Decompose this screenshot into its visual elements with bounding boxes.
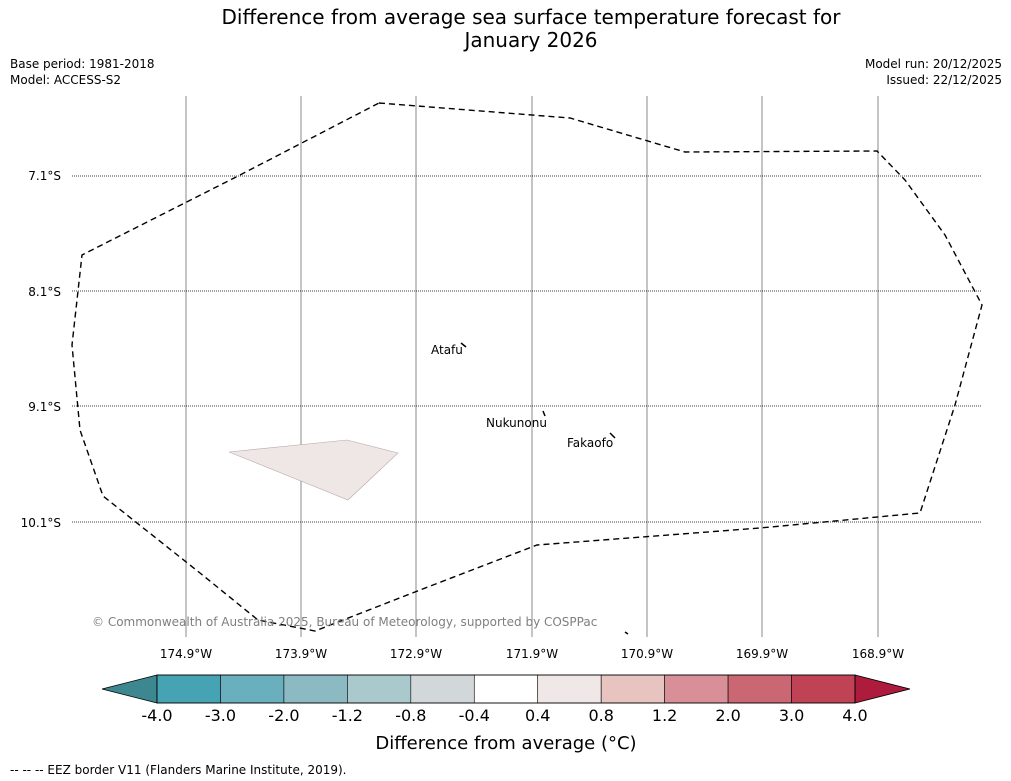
colorbar-bin-9	[727, 674, 792, 704]
colorbar-bin-3	[347, 674, 412, 704]
colorbar-bin-1	[220, 674, 285, 704]
eez-legend-note: -- -- -- EEZ border V11 (Flanders Marine…	[10, 763, 347, 777]
colorbar-outline	[156, 674, 856, 704]
map-panel: Atafu Nukunonu Fakaofo 7.1°S 8.1°S 9.1°S…	[21, 96, 983, 661]
colorbar-tick-label: 0.8	[588, 706, 613, 725]
lon-label-171-9: 171.9°W	[506, 647, 558, 661]
colorbar-bin-6	[537, 674, 602, 704]
colorbar-bin-5	[473, 674, 539, 704]
colorbar-title: Difference from average (°C)	[375, 733, 636, 754]
small-island	[624, 631, 629, 635]
lon-label-170-9: 170.9°W	[621, 647, 673, 661]
colorbar-bin-0	[156, 674, 221, 704]
lon-label-173-9: 173.9°W	[275, 647, 327, 661]
atafu-island	[460, 342, 467, 348]
lat-label-9-1: 9.1°S	[28, 400, 61, 414]
lat-label-10-1: 10.1°S	[21, 516, 61, 530]
colorbar-bin-4	[410, 674, 475, 704]
lat-label-7-1: 7.1°S	[28, 169, 61, 183]
colorbar-tick-label: 0.4	[525, 706, 550, 725]
colorbar-tick-label: 3.0	[779, 706, 804, 725]
colorbar-tick-label: -0.8	[395, 706, 426, 725]
parallel-lines	[72, 175, 982, 523]
lon-label-174-9: 174.9°W	[160, 647, 212, 661]
nukunonu-island	[542, 410, 546, 417]
fakaofo-island	[609, 432, 616, 439]
issued-text: Issued: 22/12/2025	[886, 73, 1002, 87]
colorbar-over-triangle	[854, 674, 911, 704]
colorbar-tick-label: -2.0	[268, 706, 299, 725]
anomaly-shaded-region	[228, 439, 399, 501]
colorbar-tick-label: -4.0	[141, 706, 172, 725]
colorbar-tick-label: -3.0	[205, 706, 236, 725]
lon-label-172-9: 172.9°W	[390, 647, 442, 661]
colorbar: -4.0 -3.0 -2.0 -1.2 -0.8 -0.4 0.4 0.8 1.2 2.0 3.0 4…	[101, 674, 911, 754]
colorbar-tick-labels: -4.0 -3.0 -2.0 -1.2 -0.8 -0.4 0.4 0.8 1.2 2.0 3.0 4…	[141, 706, 867, 725]
colorbar-tick-label: 1.2	[652, 706, 677, 725]
copyright-text: © Commonwealth of Australia 2025, Bureau…	[92, 615, 597, 629]
colorbar-bin-2	[283, 674, 348, 704]
colorbar-tick-label: -0.4	[459, 706, 490, 725]
colorbar-under-triangle	[101, 674, 158, 704]
place-label-atafu: Atafu	[431, 343, 463, 357]
place-label-fakaofo: Fakaofo	[567, 436, 613, 450]
colorbar-tick-label: 2.0	[715, 706, 740, 725]
place-label-nukunonu: Nukunonu	[486, 416, 547, 430]
figure-title-line1: Difference from average sea surface temp…	[221, 5, 841, 29]
model-text: Model: ACCESS-S2	[10, 73, 121, 87]
figure-title-line2: January 2026	[462, 28, 597, 52]
colorbar-tick-label: -1.2	[332, 706, 363, 725]
model-run-text: Model run: 20/12/2025	[865, 57, 1002, 71]
colorbar-bins	[156, 674, 856, 704]
base-period-text: Base period: 1981-2018	[10, 57, 155, 71]
meridian-lines	[185, 96, 879, 637]
lon-label-168-9: 168.9°W	[852, 647, 904, 661]
colorbar-bin-8	[664, 674, 729, 704]
lon-label-169-9: 169.9°W	[736, 647, 788, 661]
eez-boundary	[71, 102, 983, 632]
colorbar-bin-10	[791, 674, 856, 704]
lat-label-8-1: 8.1°S	[28, 285, 61, 299]
colorbar-tick-label: 4.0	[842, 706, 867, 725]
colorbar-bin-7	[600, 674, 665, 704]
